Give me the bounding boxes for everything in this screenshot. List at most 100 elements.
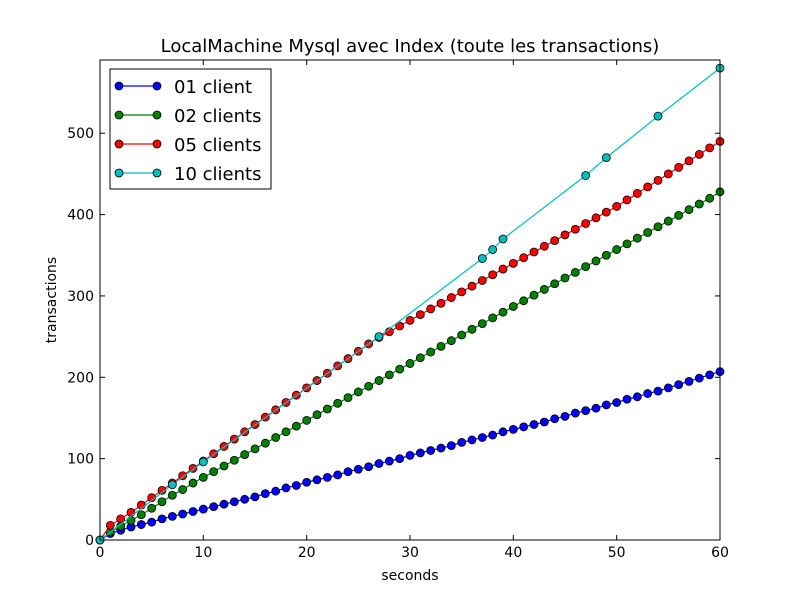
data-point [374, 332, 384, 342]
data-point [477, 433, 487, 442]
data-point [550, 236, 560, 246]
data-point [322, 404, 332, 414]
data-point [674, 210, 684, 220]
data-point [271, 486, 281, 496]
data-point [581, 406, 591, 416]
legend-item: 02 clients [114, 106, 261, 127]
data-point [467, 324, 477, 334]
series-2 [95, 187, 725, 545]
legend-marker [152, 139, 162, 149]
data-point [601, 250, 611, 260]
data-point [653, 386, 663, 396]
x-tick-label: 30 [401, 545, 419, 561]
y-tick-label: 500 [67, 126, 94, 142]
data-point [219, 499, 229, 509]
data-point [684, 156, 694, 166]
data-point [653, 222, 663, 232]
data-point [498, 427, 508, 437]
legend-item: 10 clients [114, 164, 261, 185]
data-point [198, 457, 208, 467]
data-point [126, 507, 136, 517]
data-point [601, 153, 611, 163]
data-point [663, 169, 673, 179]
legend-marker [114, 139, 124, 149]
data-point [653, 176, 663, 185]
data-point [167, 480, 177, 490]
data-point [436, 443, 446, 453]
data-point [581, 171, 591, 180]
legend-marker [152, 168, 162, 178]
data-point [684, 376, 694, 386]
ticks-layer: 0 10 20 30 40 50 60 0 100 200 300 400 500 [67, 60, 729, 561]
data-point [632, 189, 642, 198]
data-point [312, 475, 322, 485]
data-point [147, 517, 157, 527]
data-point [446, 441, 456, 451]
data-point [570, 408, 580, 418]
data-point [364, 381, 374, 391]
data-point [529, 247, 539, 257]
data-point [477, 319, 487, 328]
data-point [467, 281, 477, 291]
data-point [467, 435, 477, 445]
data-point [260, 438, 270, 448]
data-point [415, 310, 425, 320]
data-point [570, 224, 580, 234]
plot-area-frame [99, 59, 721, 541]
data-point [632, 392, 642, 402]
data-point [457, 437, 467, 447]
data-point [519, 422, 529, 432]
x-tick-label: 0 [96, 545, 105, 561]
data-point [684, 205, 694, 215]
data-point [446, 293, 456, 302]
data-point [374, 459, 384, 468]
x-tick-label: 60 [711, 545, 729, 561]
data-point [488, 245, 498, 254]
data-point [663, 383, 673, 393]
series-layer [95, 63, 725, 545]
legend-label: 05 clients [174, 135, 261, 156]
data-point [457, 330, 467, 340]
data-point [198, 504, 208, 514]
data-point [229, 497, 239, 507]
legend-box [109, 68, 272, 190]
y-tick-label: 100 [67, 452, 94, 468]
legend-label: 01 client [174, 77, 252, 98]
data-point [705, 143, 715, 153]
data-point [632, 233, 642, 243]
y-axis-label: transactions [44, 257, 60, 343]
data-point [178, 485, 188, 494]
data-point [508, 424, 518, 434]
data-point [364, 462, 374, 472]
data-point [415, 353, 425, 363]
data-point [426, 304, 436, 314]
legend-label: 10 clients [174, 164, 261, 185]
legend: 01 client 02 clients 05 clients 10 clients [109, 68, 272, 190]
data-point [271, 433, 281, 442]
data-point [591, 256, 601, 266]
x-tick-label: 10 [194, 545, 212, 561]
legend-marker [114, 110, 124, 120]
chart-title: LocalMachine Mysql avec Index (toute les… [161, 36, 660, 57]
data-point [147, 503, 157, 513]
data-point [136, 510, 146, 520]
data-point [612, 202, 622, 211]
data-point [643, 228, 653, 237]
data-point [405, 359, 415, 368]
data-point [405, 315, 415, 325]
data-point [188, 478, 198, 488]
data-point [508, 302, 518, 311]
data-point [519, 296, 529, 306]
data-point [508, 258, 518, 268]
data-point [694, 373, 704, 383]
data-point [539, 417, 549, 427]
data-point [550, 279, 560, 289]
data-point [529, 420, 539, 429]
data-point [560, 230, 570, 240]
data-point [302, 416, 312, 425]
data-point [705, 193, 715, 203]
data-point [560, 273, 570, 283]
data-point [663, 216, 673, 226]
x-axis-label: seconds [381, 568, 438, 584]
